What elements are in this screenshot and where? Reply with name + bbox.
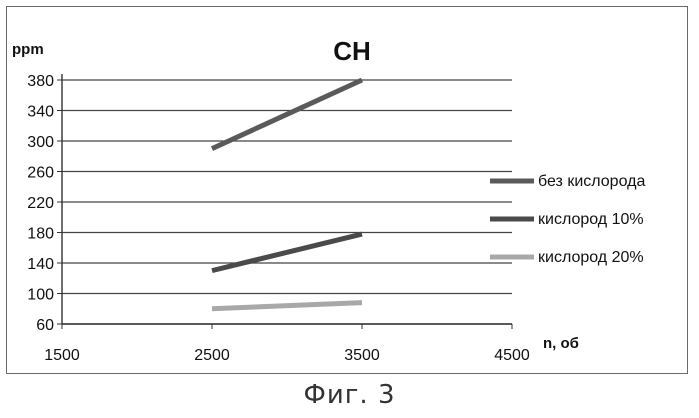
y-tick-label: 340 xyxy=(27,104,54,121)
y-tick-label: 220 xyxy=(27,195,54,212)
series-line-2 xyxy=(212,303,362,309)
y-tick-label: 140 xyxy=(27,256,54,273)
legend-label-0: без кислорода xyxy=(538,173,645,190)
legend-label-1: кислород 10% xyxy=(538,211,644,228)
y-tick-label: 380 xyxy=(27,73,54,90)
x-tick-label: 2500 xyxy=(194,347,230,364)
y-tick-label: 260 xyxy=(27,165,54,182)
x-tick-label: 1500 xyxy=(44,347,80,364)
y-tick-label: 60 xyxy=(36,317,54,334)
data-series xyxy=(212,80,362,309)
figure-caption: Фиг. 3 xyxy=(0,380,699,410)
legend-label-2: кислород 20% xyxy=(538,249,644,266)
x-tick-labels: 1500 2500 3500 4500 xyxy=(44,347,530,364)
y-tick-label: 180 xyxy=(27,226,54,243)
x-tick-label: 3500 xyxy=(344,347,380,364)
y-axis-label: ppm xyxy=(12,41,44,58)
y-tick-label: 100 xyxy=(27,287,54,304)
x-tick-label: 4500 xyxy=(494,347,530,364)
legend: без кислорода кислород 10% кислород 20% xyxy=(490,173,645,266)
y-tick-label: 300 xyxy=(27,134,54,151)
x-axis-label: n, об xyxy=(543,335,579,352)
chart-title: CH xyxy=(333,36,371,66)
y-tick-labels: 60 100 140 180 220 260 300 340 380 xyxy=(27,73,54,334)
series-line-1 xyxy=(212,234,362,271)
series-line-0 xyxy=(212,80,362,149)
